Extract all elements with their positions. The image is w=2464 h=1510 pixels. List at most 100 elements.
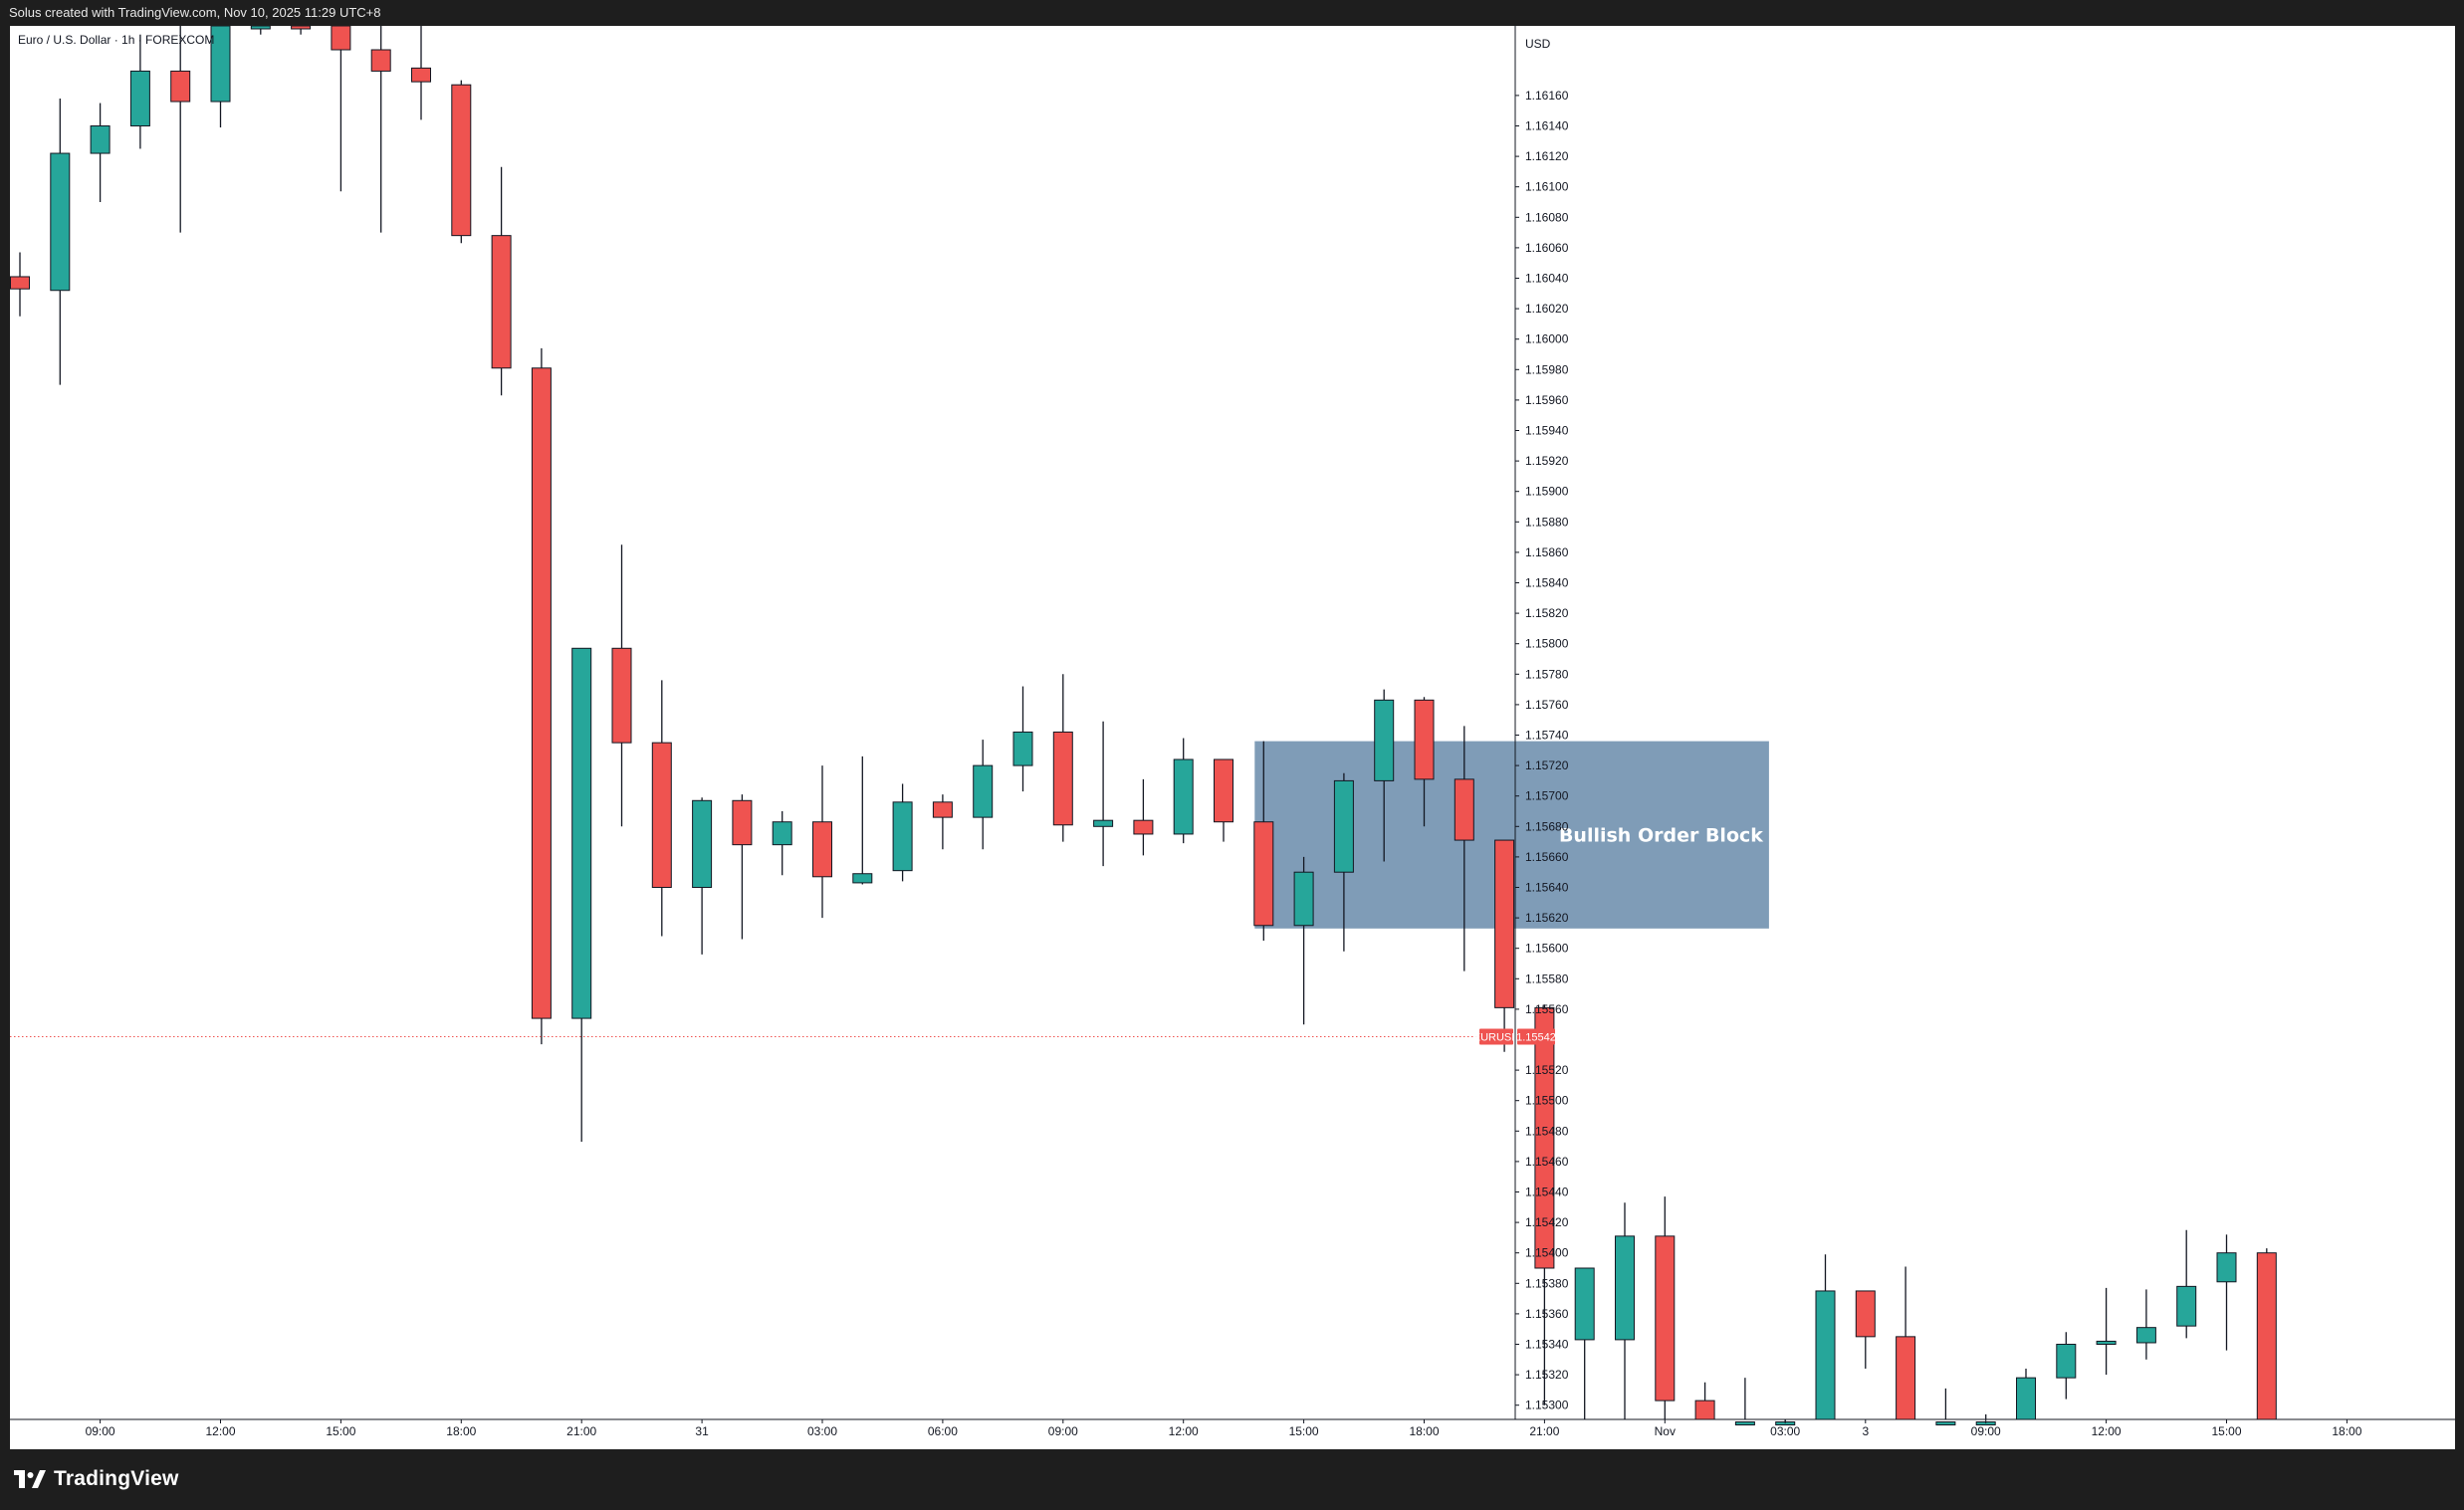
price-tick-label: 1.15780 (1525, 667, 1569, 681)
candle-body (1374, 699, 1395, 781)
candle-up (1574, 1267, 1595, 1419)
price-tick-label: 1.16040 (1525, 272, 1569, 286)
candle-up (892, 783, 913, 882)
candle-down (291, 26, 312, 35)
price-tick-label: 1.15920 (1525, 454, 1569, 468)
candle-body (10, 276, 30, 290)
candle-down (1214, 758, 1233, 842)
candle-body (611, 647, 632, 744)
candle-body (1253, 821, 1274, 927)
price-tick-label: 1.15960 (1525, 393, 1569, 407)
candle-down (491, 166, 512, 396)
candle-up (2176, 1229, 2197, 1339)
candle-body (1694, 1400, 1715, 1420)
price-tick-label: 1.15980 (1525, 362, 1569, 376)
candle-down (1855, 1290, 1876, 1369)
tradingview-logo[interactable]: TradingView (14, 1467, 179, 1491)
time-tick-label: 15:00 (326, 1424, 355, 1438)
candle-body (1896, 1336, 1916, 1420)
candle-body (491, 235, 512, 369)
candle-body (772, 821, 792, 846)
candle-body (1855, 1290, 1876, 1338)
candle-body (1574, 1267, 1595, 1341)
candle-body (732, 799, 753, 846)
time-tick-label: 09:00 (86, 1424, 115, 1438)
candle-up (1293, 856, 1314, 1025)
candle-up (1093, 721, 1114, 867)
candle-down (1454, 726, 1474, 971)
price-tick-label: 1.15460 (1525, 1155, 1569, 1169)
candle-body (812, 821, 832, 878)
time-tick-label: 3 (1862, 1424, 1869, 1438)
candle-body (2176, 1285, 2197, 1327)
candle-up (210, 26, 231, 128)
price-tick-label: 1.15620 (1525, 911, 1569, 925)
candle-body (692, 799, 713, 888)
price-tick-label: 1.15560 (1525, 1002, 1569, 1016)
candle-body (1734, 1421, 1755, 1426)
candle-down (331, 26, 351, 192)
price-tick-label: 1.15400 (1525, 1246, 1569, 1260)
candle-down (10, 252, 30, 317)
time-tick-label: 18:00 (1409, 1424, 1439, 1438)
price-tick-label: 1.16080 (1525, 210, 1569, 224)
candle-up (772, 811, 792, 876)
candle-up (2135, 1289, 2156, 1360)
price-tick-label: 1.15600 (1525, 942, 1569, 956)
candle-body (331, 26, 351, 51)
price-tick-label: 1.16100 (1525, 180, 1569, 194)
price-tick-label: 1.16000 (1525, 332, 1569, 346)
time-tick-label: 03:00 (1770, 1424, 1800, 1438)
candle-up (1333, 772, 1354, 952)
candle-body (892, 801, 913, 872)
candle-body (1414, 699, 1435, 780)
candle-down (1896, 1266, 1916, 1420)
last-price-tag-bg (1517, 1028, 1555, 1045)
price-tick-label: 1.15500 (1525, 1094, 1569, 1108)
price-tick-label: 1.15740 (1525, 729, 1569, 743)
last-price-tag: 1.15542 (1516, 1031, 1556, 1043)
candle-down (1655, 1196, 1676, 1419)
price-tick-label: 1.15880 (1525, 515, 1569, 529)
candle-body (1214, 758, 1233, 823)
candle-down (170, 26, 191, 233)
candle-down (932, 794, 953, 850)
candle-body (1815, 1290, 1836, 1420)
candle-up (90, 103, 111, 202)
price-tick-label: 1.16160 (1525, 89, 1569, 103)
candle-body (1935, 1421, 1956, 1426)
price-tick-label: 1.15940 (1525, 424, 1569, 438)
candle-down (732, 794, 753, 940)
candle-body (531, 367, 552, 1019)
candle-body (973, 764, 994, 818)
symbol-tag-text: EURUSD (1473, 1031, 1520, 1043)
price-tick-label: 1.15840 (1525, 576, 1569, 590)
time-tick-label: 12:00 (205, 1424, 235, 1438)
candle-body (411, 67, 431, 83)
candle-up (1734, 1378, 1755, 1426)
candle-body (2256, 1252, 2277, 1420)
price-tick-label: 1.15520 (1525, 1063, 1569, 1077)
chart-area[interactable]: Bullish Order Block EURUSD 1.15542 USD 1.1… (10, 26, 2455, 1449)
price-tick-label: 1.15480 (1525, 1124, 1569, 1138)
candle-down (1494, 839, 1515, 1052)
top-caption-bar: Solus created with TradingView.com, Nov … (0, 0, 2464, 26)
candle-up (1374, 689, 1395, 862)
candle-up (2096, 1287, 2117, 1376)
candle-down (451, 80, 472, 244)
candle-body (1534, 1006, 1555, 1269)
caption-text: Solus created with TradingView.com, Nov … (9, 5, 381, 20)
candle-body (291, 26, 312, 30)
price-tick-label: 1.16120 (1525, 149, 1569, 163)
candle-up (852, 755, 873, 885)
currency-label: USD (1525, 37, 1551, 51)
candle-down (1534, 1004, 1555, 1405)
candle-up (1935, 1388, 1956, 1426)
order-block-label: Bullish Order Block (1559, 825, 1763, 847)
time-tick-label: 21:00 (566, 1424, 596, 1438)
time-tick-label: 06:00 (928, 1424, 958, 1438)
candle-up (1012, 686, 1033, 792)
candle-up (129, 34, 150, 149)
price-tick-label: 1.15660 (1525, 850, 1569, 864)
